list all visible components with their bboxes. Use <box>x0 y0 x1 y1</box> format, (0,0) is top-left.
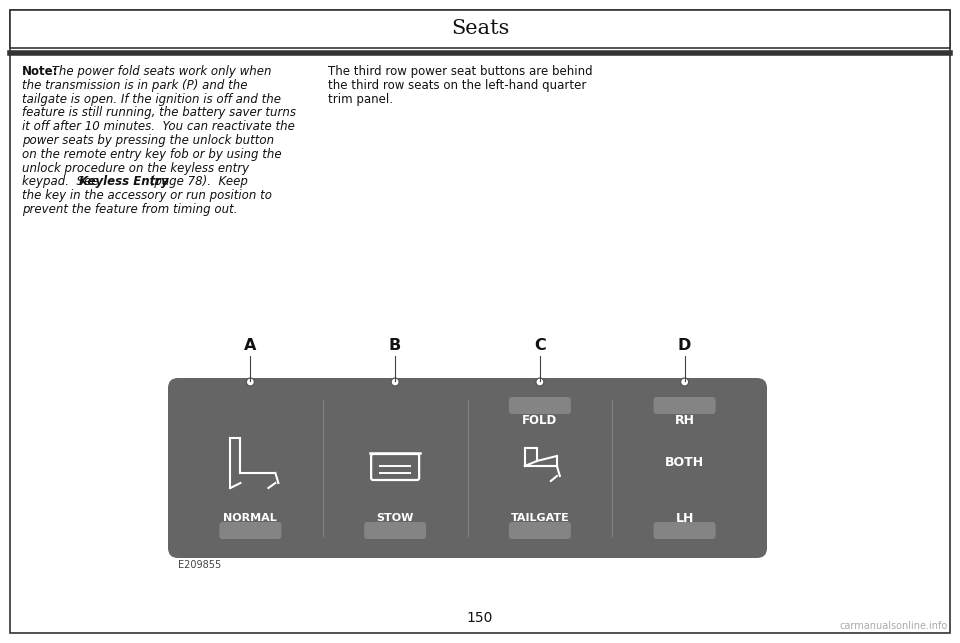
Bar <box>10 10 950 48</box>
Text: The power fold seats work only when: The power fold seats work only when <box>47 65 271 78</box>
Text: power seats by pressing the unlock button: power seats by pressing the unlock butto… <box>22 134 275 147</box>
Text: TAILGATE: TAILGATE <box>511 513 569 523</box>
Text: A: A <box>244 338 256 354</box>
FancyBboxPatch shape <box>168 378 767 558</box>
Circle shape <box>391 378 399 386</box>
Circle shape <box>247 378 254 386</box>
Text: D: D <box>678 338 691 354</box>
Text: The third row power seat buttons are behind: The third row power seat buttons are beh… <box>328 65 592 78</box>
Text: Keyless Entry: Keyless Entry <box>80 176 169 188</box>
Text: on the remote entry key fob or by using the: on the remote entry key fob or by using … <box>22 148 281 161</box>
FancyBboxPatch shape <box>654 397 715 414</box>
Text: Note:: Note: <box>22 65 59 78</box>
FancyBboxPatch shape <box>509 522 571 539</box>
Text: Seats: Seats <box>451 19 509 39</box>
Text: feature is still running, the battery saver turns: feature is still running, the battery sa… <box>22 106 296 120</box>
FancyBboxPatch shape <box>220 522 281 539</box>
Text: prevent the feature from timing out.: prevent the feature from timing out. <box>22 203 237 216</box>
FancyBboxPatch shape <box>364 522 426 539</box>
Text: E209855: E209855 <box>178 560 221 570</box>
Text: trim panel.: trim panel. <box>328 93 393 105</box>
Text: NORMAL: NORMAL <box>224 513 277 523</box>
Text: STOW: STOW <box>376 513 414 523</box>
Text: (page 78).  Keep: (page 78). Keep <box>146 176 248 188</box>
Text: it off after 10 minutes.  You can reactivate the: it off after 10 minutes. You can reactiv… <box>22 120 295 133</box>
Text: the key in the accessory or run position to: the key in the accessory or run position… <box>22 189 272 202</box>
Text: C: C <box>534 338 545 354</box>
Circle shape <box>681 378 688 386</box>
Text: keypad.  See: keypad. See <box>22 176 103 188</box>
Text: FOLD: FOLD <box>522 415 558 428</box>
Circle shape <box>536 378 544 386</box>
Text: unlock procedure on the keyless entry: unlock procedure on the keyless entry <box>22 161 250 175</box>
Text: RH: RH <box>675 415 695 428</box>
Text: carmanualsonline.info: carmanualsonline.info <box>840 621 948 631</box>
Text: B: B <box>389 338 401 354</box>
Text: the transmission is in park (P) and the: the transmission is in park (P) and the <box>22 79 248 92</box>
Text: LH: LH <box>676 511 694 525</box>
Text: 150: 150 <box>467 611 493 625</box>
Text: the third row seats on the left-hand quarter: the third row seats on the left-hand qua… <box>328 79 587 92</box>
FancyBboxPatch shape <box>509 397 571 414</box>
Text: tailgate is open. If the ignition is off and the: tailgate is open. If the ignition is off… <box>22 93 281 105</box>
Text: BOTH: BOTH <box>665 457 705 469</box>
FancyBboxPatch shape <box>654 522 715 539</box>
